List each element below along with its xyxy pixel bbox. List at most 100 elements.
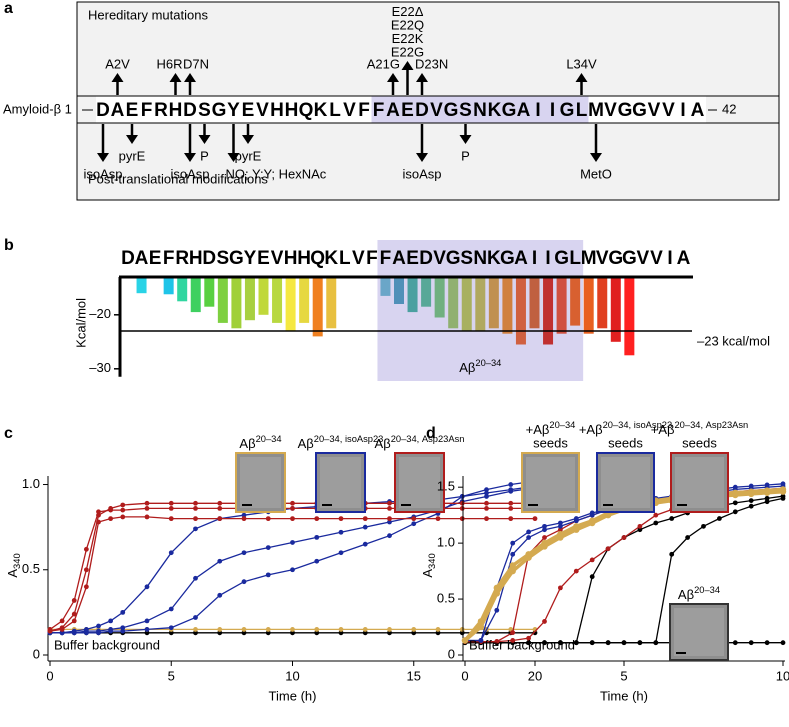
data-point: [241, 579, 247, 585]
data-point: [653, 512, 659, 518]
highlight-region: [371, 96, 589, 123]
residue: Y: [227, 100, 240, 121]
data-point: [541, 543, 548, 550]
mutation-label: E22G: [391, 44, 424, 59]
residue: F: [373, 100, 385, 121]
bar: [244, 278, 255, 321]
residue: A: [386, 100, 400, 121]
x-tick-label: 15: [407, 668, 421, 683]
inset-label-base: +Aβ: [579, 422, 603, 437]
data-point: [362, 516, 368, 522]
modification-label: isoAsp: [83, 166, 122, 181]
data-point: [459, 500, 465, 506]
inset-label-sup: 20–34: [694, 585, 720, 595]
residue: H: [189, 248, 203, 269]
x-tick-label: 0: [461, 668, 468, 683]
bar: [461, 278, 472, 331]
data-point: [477, 623, 485, 631]
data-point: [435, 516, 441, 522]
y-tick-label: 1.5: [437, 479, 455, 494]
data-point: [217, 505, 223, 511]
bar: [272, 278, 283, 323]
data-point: [508, 488, 514, 494]
residue: Q: [299, 100, 314, 121]
residue: V: [271, 248, 284, 269]
data-point: [621, 640, 627, 646]
bar: [285, 278, 296, 331]
x-tick-label: 5: [168, 668, 175, 683]
data-point: [510, 630, 516, 636]
inset-label: Aβ20–34, Asp23Asn: [375, 434, 465, 451]
data-point: [484, 487, 489, 493]
residue: F: [380, 248, 392, 269]
y-tick-label: –30: [89, 360, 111, 375]
data-point: [637, 527, 643, 533]
data-point: [193, 630, 198, 636]
data-point: [96, 623, 101, 629]
x-axis-title: Time (h): [269, 688, 317, 703]
residue: I: [667, 248, 672, 269]
data-point: [338, 516, 344, 522]
data-point: [558, 640, 563, 646]
bar: [136, 278, 147, 294]
modification-label: isoAsp: [170, 166, 209, 181]
data-point: [144, 584, 150, 590]
inset-texture: [526, 457, 575, 508]
modification-label: pyrE: [235, 148, 262, 163]
data-point: [717, 516, 722, 521]
data-point: [314, 627, 320, 632]
data-point: [120, 609, 126, 615]
residue: S: [198, 100, 211, 121]
inset-label: +Aβ20–34, isoAsp23: [579, 420, 672, 437]
residue: V: [433, 248, 446, 269]
bar: [597, 278, 608, 329]
bar: [204, 278, 215, 307]
arrow-head: [126, 135, 138, 144]
data-point: [96, 509, 101, 515]
data-point: [71, 611, 77, 617]
data-point: [71, 618, 77, 624]
data-point: [290, 516, 295, 522]
bar: [407, 278, 418, 313]
data-point: [411, 627, 417, 632]
data-point: [557, 534, 564, 541]
bar: [529, 278, 540, 329]
residue: S: [217, 248, 230, 269]
data-point: [411, 521, 417, 527]
residue: V: [648, 100, 661, 121]
highlight-label: Aβ20–34: [459, 358, 501, 375]
bar: [624, 278, 635, 356]
inset-label-sup: 20–34: [549, 420, 575, 430]
reference-label: –23 kcal/mol: [697, 333, 770, 348]
data-point: [144, 514, 150, 520]
data-point: [217, 500, 223, 506]
data-point: [290, 540, 295, 545]
arrow-head: [184, 73, 196, 82]
data-point: [732, 500, 738, 506]
modification-label: MetO: [580, 166, 612, 181]
data-point: [83, 567, 89, 573]
panel-label: d: [426, 425, 436, 442]
residue: H: [169, 100, 183, 121]
data-point: [193, 575, 198, 581]
inset-texture: [240, 457, 281, 508]
inset-note: seeds: [682, 435, 717, 450]
data-point: [508, 505, 514, 511]
data-point: [780, 640, 786, 646]
data-point: [461, 637, 469, 644]
data-point: [120, 507, 126, 513]
mutation-label: E22Q: [391, 17, 424, 32]
residue: H: [297, 248, 311, 269]
arrow-head: [198, 135, 211, 144]
bar: [543, 278, 554, 345]
data-point: [653, 640, 659, 646]
data-point: [387, 516, 392, 522]
mutation-label: H6R: [156, 56, 182, 71]
residue: I: [535, 100, 540, 121]
residue: F: [358, 100, 370, 121]
data-point: [748, 503, 754, 509]
residue: H: [284, 248, 298, 269]
data-point: [573, 518, 579, 524]
data-point: [435, 630, 441, 636]
data-point: [558, 523, 563, 529]
